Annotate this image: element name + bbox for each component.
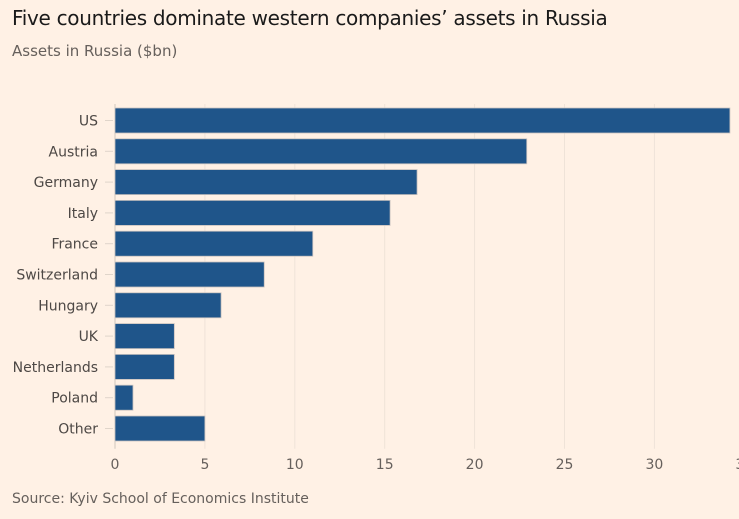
bar-us (114, 107, 731, 134)
bar-other (114, 415, 206, 442)
chart-title: Five countries dominate western companie… (12, 6, 608, 30)
source-note: Source: Kyiv School of Economics Institu… (12, 491, 309, 507)
x-tick-label: 5 (200, 457, 209, 473)
x-tick-label: 30 (645, 457, 663, 473)
category-label: Hungary (38, 298, 98, 314)
x-tick-label: 10 (286, 457, 304, 473)
bar-uk (114, 323, 175, 350)
bar-germany (114, 169, 418, 196)
category-label: US (79, 114, 98, 130)
category-label: Switzerland (16, 268, 98, 284)
x-tick-label: 20 (466, 457, 484, 473)
bar-france (114, 230, 314, 257)
x-tick-label: 25 (556, 457, 574, 473)
bar-poland (114, 384, 134, 411)
category-label: France (51, 237, 98, 253)
x-tick-label: 15 (376, 457, 394, 473)
bar-austria (114, 138, 528, 165)
bar-switzerland (114, 261, 265, 288)
bar-italy (114, 199, 391, 226)
category-label: Austria (49, 144, 98, 160)
category-label: Poland (51, 391, 98, 407)
chart-subtitle: Assets in Russia ($bn) (12, 42, 178, 60)
category-label: UK (79, 329, 99, 345)
bar-netherlands (114, 353, 175, 380)
x-tick-label: 35 (735, 457, 739, 473)
category-label: Netherlands (13, 360, 98, 376)
category-label: Other (58, 422, 98, 438)
bar-hungary (114, 292, 222, 319)
category-label: Italy (68, 206, 98, 222)
x-tick-label: 0 (111, 457, 120, 473)
category-label: Germany (34, 175, 98, 191)
